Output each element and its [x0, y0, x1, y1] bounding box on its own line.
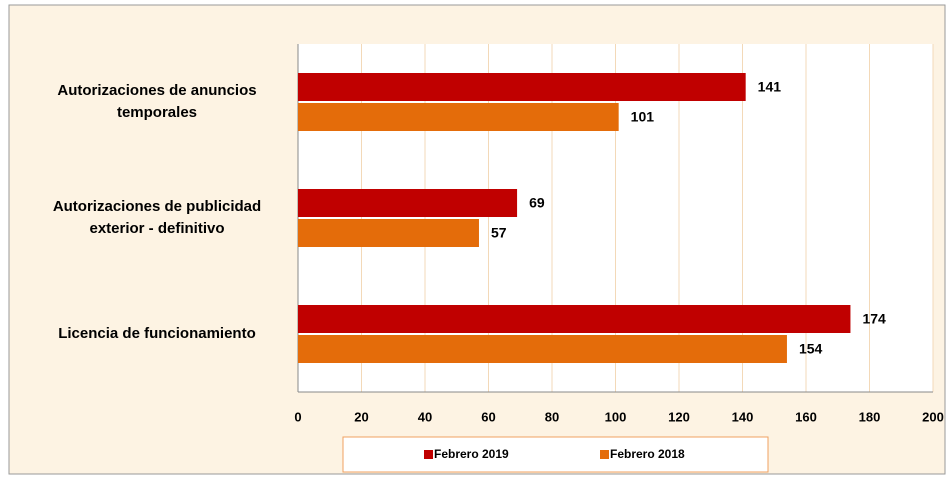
- data-label: 57: [491, 225, 507, 241]
- x-tick-label: 140: [732, 409, 754, 424]
- data-label: 141: [758, 79, 782, 95]
- y-tick-label: Licencia de funcionamiento: [58, 325, 256, 342]
- bar: [298, 73, 746, 101]
- x-tick-label: 40: [418, 409, 432, 424]
- bar: [298, 189, 518, 217]
- legend-box: [342, 436, 769, 473]
- data-label: 154: [799, 341, 823, 357]
- x-tick-label: 0: [294, 409, 301, 424]
- bar: [298, 335, 787, 363]
- y-tick-label: Autorizaciones de anuncios temporales: [57, 82, 257, 121]
- x-tick-label: 20: [354, 409, 368, 424]
- x-tick-label: 100: [605, 409, 627, 424]
- data-label: 101: [631, 109, 655, 125]
- x-tick-label: 160: [795, 409, 817, 424]
- bar: [298, 305, 851, 333]
- legend-swatch: [600, 450, 609, 459]
- bar: [298, 103, 619, 131]
- y-tick-label: Autorizaciones de publicidad exterior - …: [52, 198, 262, 237]
- x-tick-label: 120: [668, 409, 690, 424]
- legend-label: Febrero 2018: [610, 447, 685, 461]
- data-label: 174: [862, 311, 886, 327]
- bar: [298, 219, 479, 247]
- x-tick-label: 80: [545, 409, 559, 424]
- x-tick-label: 180: [859, 409, 881, 424]
- x-tick-label: 60: [481, 409, 495, 424]
- legend-label: Febrero 2019: [434, 447, 509, 461]
- legend-swatch: [424, 450, 433, 459]
- data-label: 69: [529, 195, 545, 211]
- x-tick-label: 200: [922, 409, 944, 424]
